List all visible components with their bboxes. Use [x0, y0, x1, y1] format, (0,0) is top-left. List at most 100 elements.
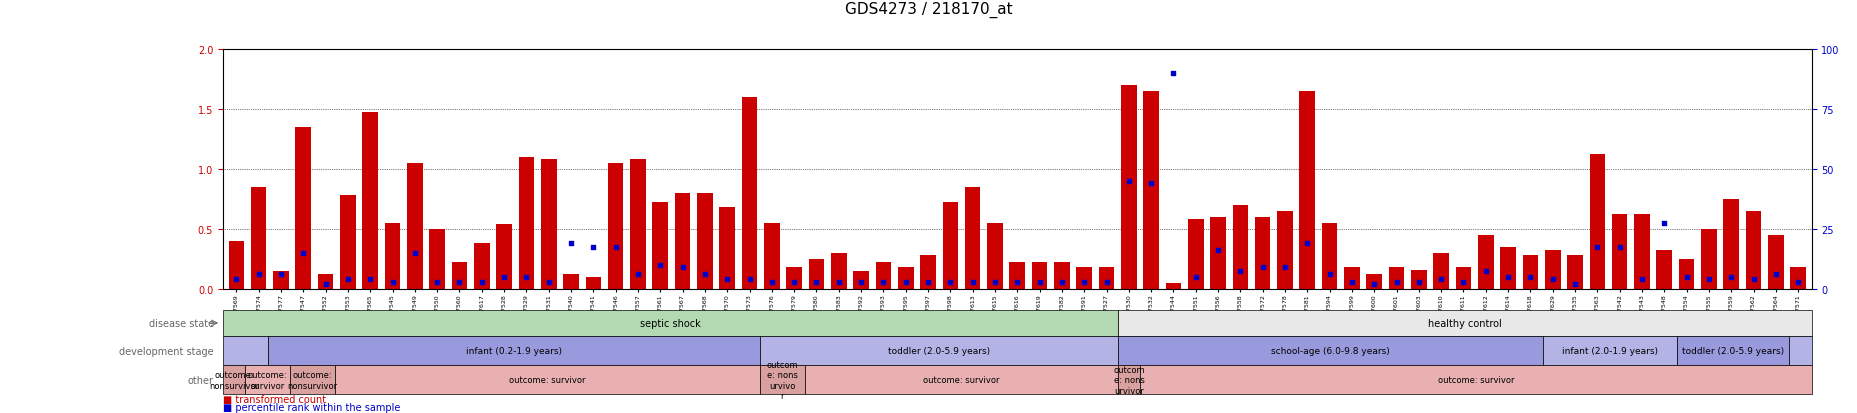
Bar	[228, 241, 243, 289]
Point	[845, 279, 875, 285]
Bar	[1768, 235, 1783, 289]
Point	[1114, 178, 1144, 185]
Point	[734, 276, 763, 283]
Point	[1515, 274, 1545, 280]
Bar	[919, 256, 936, 289]
Point	[1159, 70, 1188, 77]
Bar	[1790, 268, 1805, 289]
Point	[1604, 244, 1634, 250]
Point	[1248, 264, 1278, 271]
Point	[1270, 264, 1300, 271]
Text: other: other	[188, 375, 214, 385]
Point	[1337, 279, 1367, 285]
Bar	[451, 263, 466, 289]
Point	[1136, 180, 1166, 187]
Bar	[852, 271, 869, 289]
Bar	[1343, 268, 1359, 289]
Point	[221, 276, 251, 283]
Bar	[652, 203, 669, 289]
Point	[399, 250, 429, 256]
Point	[956, 279, 986, 285]
Text: disease state: disease state	[149, 318, 214, 328]
Point	[511, 274, 540, 280]
Text: toddler (2.0-5.9 years): toddler (2.0-5.9 years)	[888, 347, 990, 356]
Bar	[875, 263, 891, 289]
Point	[622, 271, 652, 278]
Bar	[1746, 211, 1760, 289]
Point	[1694, 276, 1723, 283]
Bar	[518, 157, 535, 289]
Bar	[318, 275, 332, 289]
Point	[1203, 247, 1233, 254]
Bar	[1656, 251, 1671, 289]
Point	[1315, 271, 1344, 278]
Bar	[1120, 85, 1136, 289]
Text: development stage: development stage	[119, 346, 214, 356]
Point	[466, 279, 496, 285]
Bar	[1476, 235, 1493, 289]
Point	[1003, 279, 1032, 285]
Bar	[1521, 256, 1538, 289]
Point	[912, 279, 941, 285]
Point	[667, 264, 696, 271]
Point	[890, 279, 919, 285]
Bar	[273, 271, 288, 289]
Text: infant (0.2-1.9 years): infant (0.2-1.9 years)	[466, 347, 561, 356]
Point	[711, 276, 741, 283]
Point	[1426, 276, 1456, 283]
Bar	[1454, 268, 1471, 289]
Bar	[1432, 253, 1448, 289]
Bar	[1298, 92, 1315, 289]
Bar	[1187, 220, 1203, 289]
Bar	[607, 164, 624, 289]
Bar	[1231, 205, 1248, 289]
Bar	[407, 164, 422, 289]
Point	[1181, 274, 1211, 280]
Point	[555, 240, 585, 247]
Bar	[474, 244, 490, 289]
Point	[867, 279, 897, 285]
Bar	[1075, 268, 1092, 289]
Bar	[1567, 256, 1582, 289]
Point	[578, 244, 607, 250]
Point	[332, 276, 362, 283]
Bar	[563, 275, 579, 289]
Point	[1560, 281, 1590, 287]
Point	[1070, 279, 1099, 285]
Point	[1047, 279, 1077, 285]
Text: ■ transformed count: ■ transformed count	[223, 394, 327, 404]
Point	[800, 279, 830, 285]
Point	[823, 279, 852, 285]
Text: outcome:
survivor: outcome: survivor	[247, 370, 288, 389]
Point	[488, 274, 518, 280]
Bar	[897, 268, 914, 289]
Point	[1649, 220, 1679, 227]
Bar	[384, 223, 399, 289]
Text: outcom
e: nons
urvivor: outcom e: nons urvivor	[1112, 365, 1144, 395]
Text: outcome: survivor: outcome: survivor	[1437, 375, 1513, 385]
Text: outcome: survivor: outcome: survivor	[509, 375, 585, 385]
Point	[1582, 244, 1612, 250]
Bar	[808, 259, 825, 289]
Bar	[1053, 263, 1070, 289]
Point	[1025, 279, 1055, 285]
Bar	[964, 188, 980, 289]
Bar	[1164, 283, 1181, 289]
Point	[533, 279, 563, 285]
Text: infant (2.0-1.9 years): infant (2.0-1.9 years)	[1562, 347, 1656, 356]
Point	[1382, 279, 1411, 285]
Point	[778, 279, 808, 285]
Text: healthy control: healthy control	[1426, 318, 1500, 328]
Point	[979, 279, 1008, 285]
Bar	[696, 193, 713, 289]
Point	[756, 279, 786, 285]
Bar	[429, 229, 444, 289]
Bar	[585, 277, 602, 289]
Point	[377, 279, 407, 285]
Point	[1738, 276, 1768, 283]
Bar	[1723, 199, 1738, 289]
Point	[1404, 279, 1434, 285]
Point	[422, 279, 451, 285]
Point	[1716, 274, 1746, 280]
Text: school-age (6.0-9.8 years): school-age (6.0-9.8 years)	[1270, 347, 1389, 356]
